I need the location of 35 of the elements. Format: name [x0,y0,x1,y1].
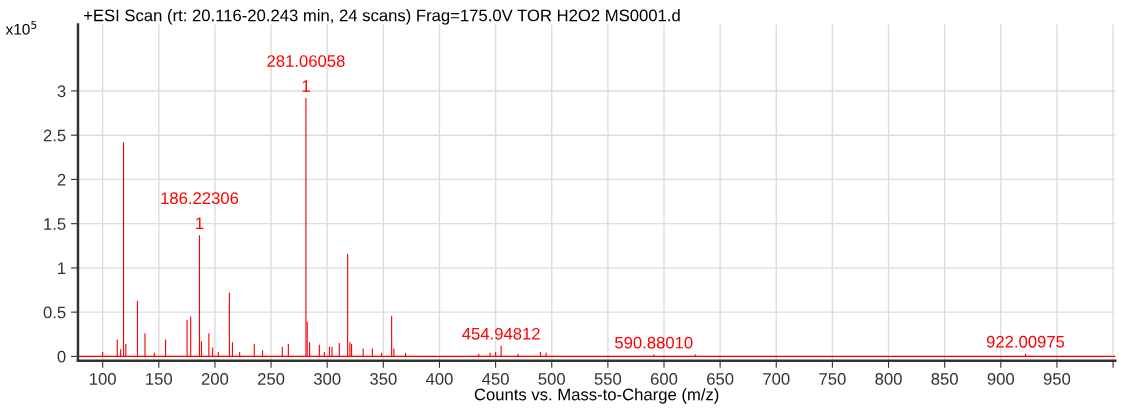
x-tick-label: 850 [931,373,958,385]
annotation: 922.00975 [986,335,1065,348]
annotation: 281.06058 [267,55,345,67]
y-tick-label: 1.5 [44,218,66,230]
x-tick-label: 750 [819,373,846,385]
annotation: 590.88010 [615,336,693,349]
x-tick-label: 550 [594,373,622,385]
x-tick-label: 250 [258,373,285,385]
y-tick-label: 0.5 [43,306,66,319]
chart-title: +ESI Scan (rt: 20.116-20.243 min, 24 scans) Frag=175.0V TOR H2O2 MS0001.d [83,9,680,25]
x-tick-label: 700 [763,373,790,385]
x-tick-label: 450 [482,373,509,385]
y-tick-label: 0 [57,350,66,363]
x-tick-label: 950 [1043,373,1071,385]
annotation: 454.94812 [462,327,540,340]
x-tick-label: 100 [90,373,116,385]
y-tick-label: 2.5 [43,129,66,142]
x-tick-label: 600 [650,373,678,385]
annotation: 186.22306 [161,192,239,205]
y-tick-label: 2 [57,173,66,186]
x-tick-label: 400 [425,373,453,385]
text: x10$^{5}$ [5,20,37,35]
x-axis-title: Counts vs. Mass-to-Charge (m/z) [474,388,719,404]
annotation: 1 [302,80,310,92]
x-tick-label: 200 [201,373,229,385]
x-tick-label: 300 [313,373,341,385]
y-tick-label: 3 [57,85,66,98]
x-tick-label: 500 [538,373,565,385]
x-tick-label: 900 [987,373,1015,385]
x-tick-label: 150 [146,373,173,385]
annotation: 1 [196,217,204,229]
x-tick-label: 650 [707,373,734,385]
y-tick-label: 1 [58,262,66,274]
x-tick-label: 350 [370,373,397,385]
x-tick-label: 800 [875,373,902,385]
